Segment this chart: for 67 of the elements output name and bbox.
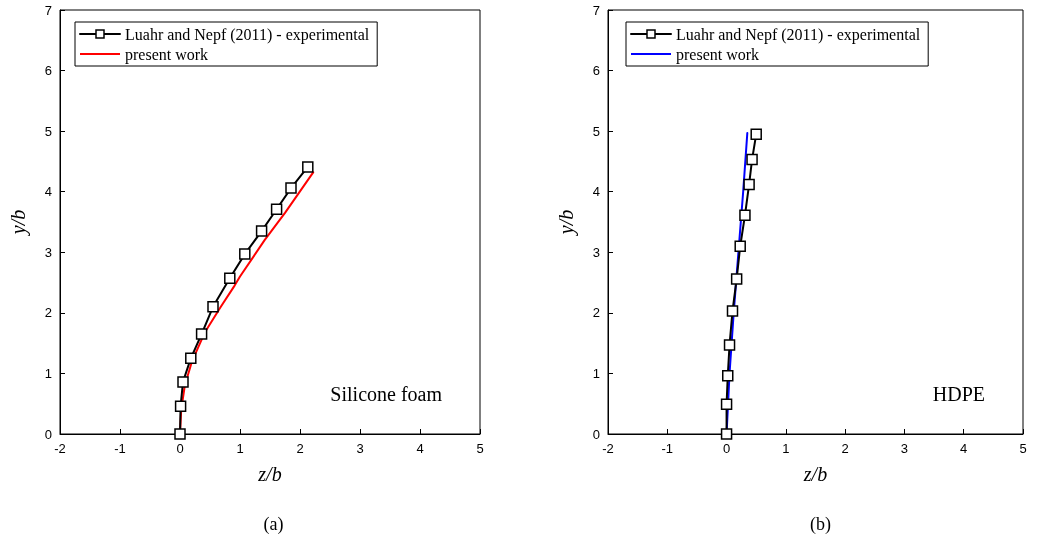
annotation: HDPE: [932, 383, 986, 405]
x-tick-label: -1: [661, 441, 674, 456]
x-tick-label: 0: [722, 441, 731, 456]
point: [177, 376, 189, 388]
x-tick-label: 1: [782, 441, 790, 456]
legend-label: present work: [125, 45, 209, 64]
y-tick-label: 2: [592, 305, 600, 321]
point: [746, 153, 758, 166]
y-tick-label: 6: [44, 63, 52, 79]
x-tick-label: 2: [296, 441, 304, 456]
x-tick-label: 2: [841, 441, 849, 456]
y-tick-label: 0: [592, 426, 600, 442]
legend-label: Luahr and Nepf (2011) - experimental: [676, 25, 921, 44]
x-tick-label: 0: [176, 441, 184, 456]
y-tick-label: 4: [44, 184, 52, 200]
point: [720, 428, 733, 440]
y-tick-label: 5: [592, 123, 600, 139]
point: [726, 305, 739, 317]
legend-label: Luahr and Nepf (2011) - experimental: [125, 25, 370, 44]
x-tick-label: 4: [416, 441, 424, 456]
point: [174, 400, 187, 412]
x-tick-label: 1: [236, 441, 244, 456]
y-tick-label: 1: [592, 365, 600, 381]
x-tick-label: 5: [1019, 441, 1027, 456]
point: [207, 301, 219, 313]
point: [743, 178, 755, 191]
point: [224, 272, 236, 285]
legend-label: present work: [676, 45, 760, 64]
point: [722, 370, 734, 382]
point: [723, 339, 736, 351]
text: (a): [263, 514, 284, 535]
text: (b): [810, 514, 831, 535]
y-tick-label: 7: [44, 2, 52, 18]
x-tick-label: 3: [900, 441, 909, 456]
annotation: Silicone foam: [330, 383, 443, 405]
x-tick-label: 4: [960, 441, 968, 456]
point: [185, 352, 197, 365]
point: [750, 128, 762, 140]
x-tick-label: -2: [602, 441, 614, 456]
point: [730, 273, 743, 285]
x-tick-label: -2: [54, 441, 66, 456]
y-tick-label: 5: [44, 123, 52, 139]
y-axis-title: y/b: [7, 209, 30, 237]
y-tick-label: 4: [592, 184, 600, 200]
x-axis-title: z/b: [802, 463, 828, 485]
y-tick-label: 3: [592, 244, 600, 260]
y-tick-label: 2: [44, 305, 52, 321]
y-axis-title: y/b: [555, 209, 578, 237]
point: [255, 225, 268, 237]
point: [302, 161, 314, 173]
y-tick-label: 6: [592, 63, 600, 79]
y-tick-label: 1: [44, 365, 52, 381]
x-tick-label: 3: [356, 441, 364, 456]
y-tick-label: 0: [44, 426, 52, 442]
point: [270, 203, 283, 216]
y-tick-label: 7: [592, 2, 600, 18]
point: [739, 209, 751, 222]
point: [239, 248, 251, 260]
x-tick-label: 5: [476, 441, 484, 456]
point: [174, 428, 186, 440]
point: [285, 182, 297, 194]
y-tick-label: 3: [44, 244, 52, 260]
x-axis-title: z/b: [257, 463, 282, 485]
point: [195, 328, 208, 340]
point: [734, 240, 746, 252]
point: [720, 398, 733, 411]
x-tick-label: -1: [114, 441, 126, 456]
